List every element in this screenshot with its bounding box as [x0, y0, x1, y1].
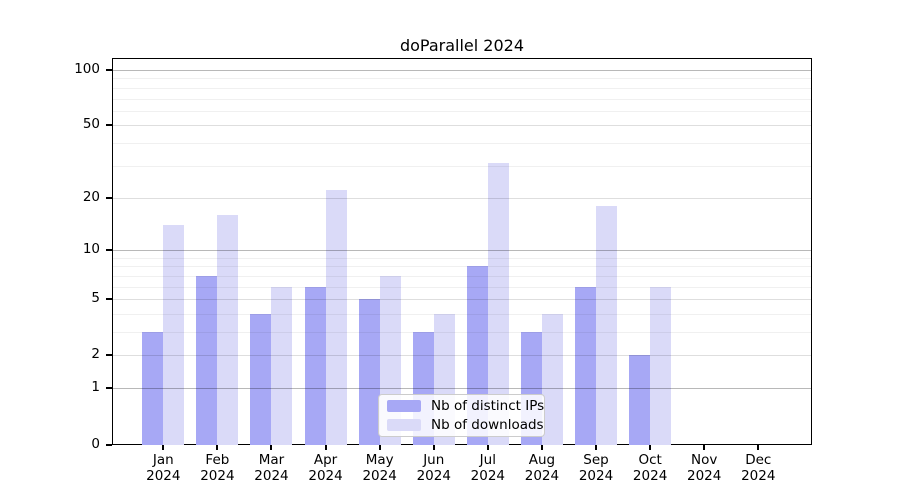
- y-axis-tick: [106, 387, 112, 390]
- x-axis-tick: [595, 445, 598, 450]
- bar-distinct-ips: [629, 355, 651, 445]
- y-axis-tick: [106, 69, 112, 72]
- bar-distinct-ips: [358, 299, 380, 445]
- bar-distinct-ips: [196, 275, 218, 445]
- x-axis-tick: [162, 445, 165, 450]
- x-axis-tick: [324, 445, 327, 450]
- x-tick-label: Apr 2024: [308, 452, 343, 484]
- x-axis-tick: [378, 445, 381, 450]
- x-tick-label: Feb 2024: [200, 452, 235, 484]
- x-axis-tick: [757, 445, 760, 450]
- bar-downloads: [163, 224, 185, 445]
- y-tick-label: 5: [91, 290, 100, 307]
- bar-downloads: [217, 214, 239, 445]
- bar-distinct-ips: [575, 286, 597, 445]
- bar-downloads: [325, 190, 347, 445]
- x-axis-tick: [703, 445, 706, 450]
- y-tick-label: 100: [74, 61, 100, 78]
- legend-swatch-downloads: [387, 419, 421, 431]
- bar-downloads: [487, 163, 509, 445]
- y-tick-label: 1: [91, 379, 100, 396]
- x-tick-label: Dec 2024: [741, 452, 776, 484]
- legend-swatch-distinct-ips: [387, 400, 421, 412]
- x-tick-label: Jan 2024: [146, 452, 181, 484]
- x-tick-label: Sep 2024: [578, 452, 614, 484]
- y-tick-label: 2: [91, 346, 100, 363]
- legend: Nb of distinct IPs Nb of downloads: [378, 394, 545, 437]
- x-tick-label: Jun 2024: [416, 452, 451, 484]
- y-axis-tick: [106, 124, 112, 127]
- x-axis-tick: [486, 445, 489, 450]
- y-axis-tick: [106, 196, 112, 199]
- x-axis-tick: [649, 445, 652, 450]
- y-tick-label: 50: [82, 116, 100, 133]
- legend-label-downloads: Nb of downloads: [431, 416, 544, 433]
- x-tick-label: Nov 2024: [687, 452, 722, 484]
- chart-title: doParallel 2024: [399, 36, 525, 55]
- legend-label-distinct-ips: Nb of distinct IPs: [431, 397, 545, 414]
- y-tick-label: 0: [91, 435, 100, 452]
- bar-downloads: [541, 313, 563, 445]
- bar-distinct-ips: [250, 313, 272, 445]
- x-tick-label: May 2024: [362, 452, 397, 484]
- bar-downloads: [596, 205, 618, 445]
- x-tick-label: Jul 2024: [470, 452, 505, 484]
- bar-distinct-ips: [142, 332, 164, 445]
- x-axis-tick: [432, 445, 435, 450]
- x-tick-label: Aug 2024: [524, 452, 560, 484]
- x-axis-tick: [216, 445, 219, 450]
- x-axis-tick: [270, 445, 273, 450]
- y-tick-label: 20: [82, 188, 100, 205]
- y-axis-tick: [106, 443, 112, 446]
- legend-entry-distinct-ips: Nb of distinct IPs: [387, 398, 544, 414]
- bar-downloads: [650, 286, 672, 445]
- bar-distinct-ips: [304, 286, 326, 445]
- y-axis-tick: [106, 298, 112, 301]
- legend-entry-downloads: Nb of downloads: [387, 417, 544, 433]
- y-tick-label: 10: [82, 240, 100, 257]
- x-tick-label: Oct 2024: [632, 452, 668, 484]
- y-axis-tick: [106, 248, 112, 251]
- y-axis-tick: [106, 354, 112, 357]
- bar-downloads: [271, 286, 293, 445]
- x-tick-label: Mar 2024: [254, 452, 289, 484]
- x-axis-tick: [540, 445, 543, 450]
